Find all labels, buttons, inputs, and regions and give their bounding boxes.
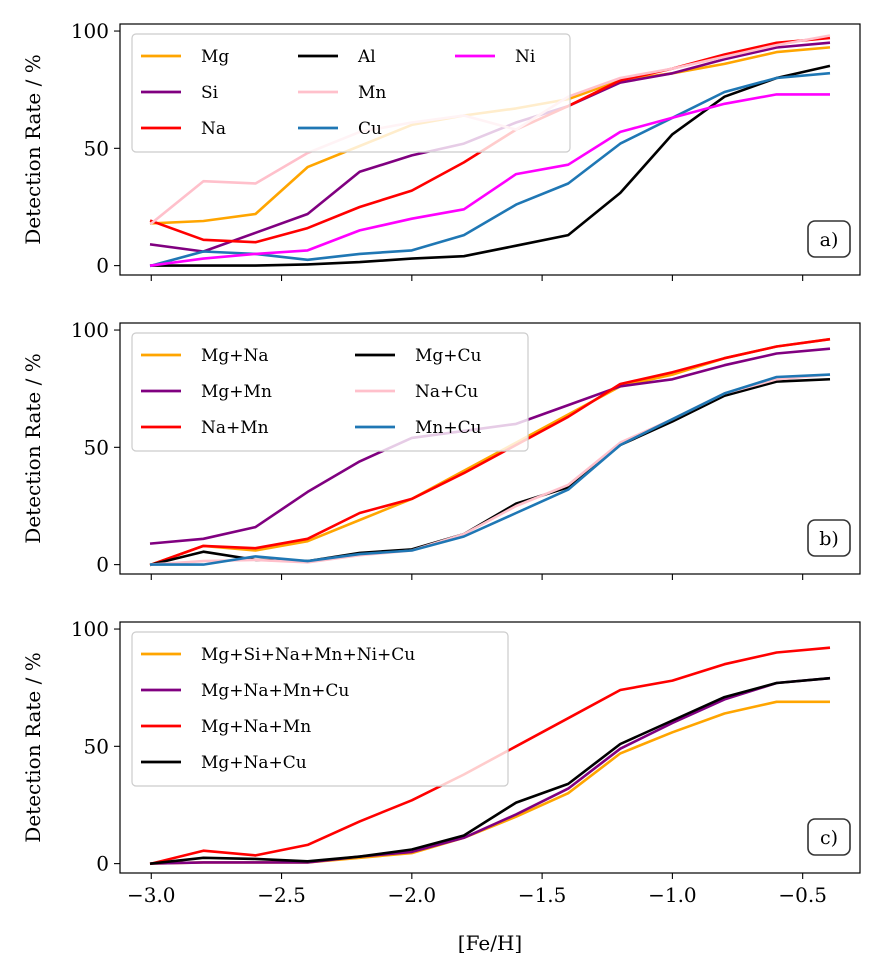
x-tick-label: −2.5 (257, 883, 306, 907)
panel-tag: a) (807, 220, 851, 258)
legend-label: Mg (201, 47, 229, 67)
y-tick-label: 100 (71, 617, 109, 641)
legend: Mg+Si+Na+Mn+Ni+Cu Mg+Na+Mn+Cu Mg+Na+Mn Mg+N… (131, 631, 509, 787)
series-line-na-mn (149, 337, 831, 567)
y-tick-label: 100 (71, 19, 109, 43)
panel-tag: b) (807, 519, 851, 557)
series-line-mg-na-mn-cu (149, 676, 831, 865)
legend-label: Cu (358, 119, 382, 139)
y-tick-label: 0 (96, 852, 109, 876)
panel-tag-label: b) (819, 528, 839, 550)
axes-frame (119, 322, 861, 575)
y-tick-label: 50 (84, 734, 109, 758)
axes-frame (119, 23, 861, 276)
series-line-cu (149, 71, 831, 268)
series-line-al (150, 64, 831, 267)
legend: Mg Si Na Al Mn Cu Ni (131, 33, 571, 153)
series-line-mg-na-cu (149, 676, 831, 866)
x-tick-label: −2.0 (388, 883, 437, 907)
y-tick-label: 0 (96, 254, 109, 278)
y-axis-label: Detection Rate / % (21, 54, 45, 244)
legend-label: Al (357, 47, 376, 67)
x-axis-label: [Fe/H] (458, 931, 522, 955)
panel-tag: c) (807, 818, 851, 856)
legend: Mg+Na Mg+Mn Na+Mn Mg+Cu Na+Cu Mn+Cu (131, 332, 529, 452)
legend-label: Ni (515, 47, 536, 67)
legend-label: Mg+Si+Na+Mn+Ni+Cu (201, 645, 415, 665)
x-tick-label: −1.5 (518, 883, 567, 907)
panel-tag-label: c) (820, 827, 838, 849)
legend-label: Mg+Mn (201, 382, 272, 402)
panel-3: −3.0 −2.5 −2.0 −1.5 −1.0 −0.5 0 50 100 Detection … (21, 617, 861, 907)
series-line-ni (149, 93, 831, 268)
series-line-mn-cu (150, 373, 831, 566)
legend-label: Mg+Na+Cu (201, 753, 307, 773)
legend-box (131, 33, 571, 153)
legend-label: Mn (358, 83, 386, 103)
y-tick-label: 0 (96, 553, 109, 577)
y-axis-label: Detection Rate / % (21, 353, 45, 543)
axes-frame (119, 621, 861, 874)
y-tick-label: 50 (84, 136, 109, 160)
legend-label: Na+Cu (415, 382, 478, 402)
panel-1: 0 50 100 Detection Rate / % Mg Si Na Al Mn Cu Ni a) (21, 19, 861, 281)
legend-label: Mn+Cu (415, 418, 482, 438)
legend-label: Na (201, 119, 226, 139)
y-tick-label: 50 (84, 435, 109, 459)
y-axis-label: Detection Rate / % (21, 652, 45, 842)
legend-label: Si (201, 83, 219, 103)
x-tick-label: −0.5 (778, 883, 827, 907)
legend-label: Mg+Na (201, 346, 269, 366)
legend-box (131, 332, 529, 452)
x-tick-label: −3.0 (127, 883, 176, 907)
legend-label: Mg+Cu (415, 346, 482, 366)
x-tick-label: −1.0 (648, 883, 697, 907)
legend-label: Mg+Na+Mn+Cu (201, 681, 349, 701)
panel-tag-label: a) (820, 229, 839, 251)
legend-label: Na+Mn (201, 418, 269, 438)
legend-label: Mg+Na+Mn (201, 717, 311, 737)
legend-box (131, 631, 509, 787)
y-tick-label: 100 (71, 318, 109, 342)
